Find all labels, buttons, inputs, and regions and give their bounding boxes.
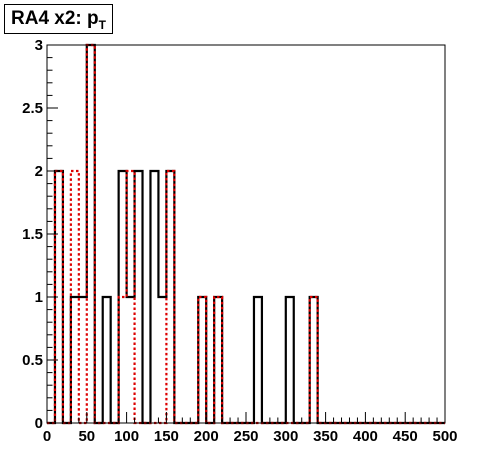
y-tick-label: 1: [35, 289, 43, 306]
y-tick-label: 1.5: [22, 226, 43, 243]
x-tick-label: 400: [353, 428, 378, 445]
histogram-series-2: [47, 43, 445, 425]
plot-frame: [46, 44, 446, 424]
x-tick-label: 450: [393, 428, 418, 445]
histogram-series-1: [47, 43, 445, 425]
y-tick-label: 3: [35, 37, 43, 54]
y-tick-label: 0.5: [22, 352, 43, 369]
x-tick-label: 350: [313, 428, 338, 445]
x-tick-label: 50: [78, 428, 95, 445]
x-tick-label: 150: [154, 428, 179, 445]
y-tick-label: 0: [35, 415, 43, 432]
x-tick-label: 250: [233, 428, 258, 445]
x-tick-label: 100: [114, 428, 139, 445]
y-tick-label: 2: [35, 163, 43, 180]
chart-title-main: RA4 x2: p: [11, 8, 99, 29]
x-tick-label: 0: [43, 428, 51, 445]
x-tick-label: 200: [194, 428, 219, 445]
x-tick-label: 500: [432, 428, 457, 445]
x-tick-label: 300: [273, 428, 298, 445]
y-tick-label: 2.5: [22, 100, 43, 117]
chart-title-subscript: T: [98, 18, 106, 32]
